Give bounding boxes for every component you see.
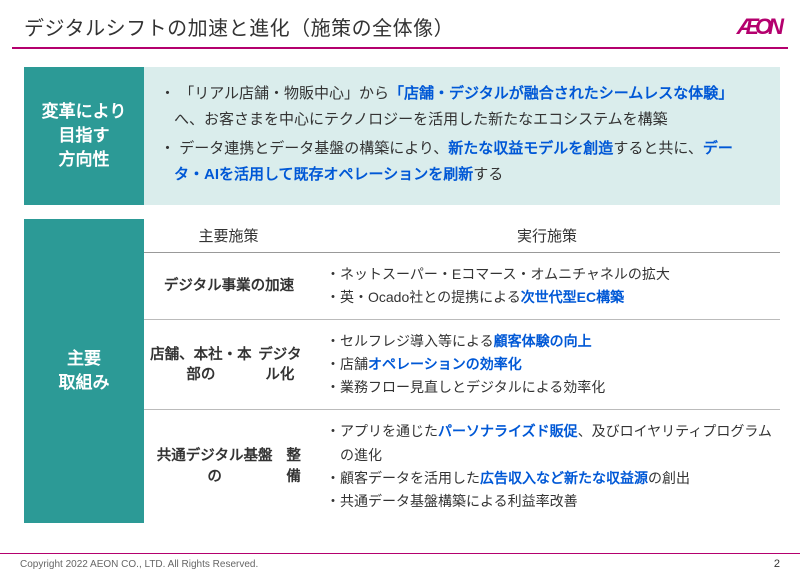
direction-label: 変革により 目指す 方向性 <box>24 67 144 205</box>
initiatives-section: 主要 取組み 主要施策 実行施策 デジタル事業の加速 ネットスーパー・Eコマース… <box>24 219 780 523</box>
initiative-name-3: 共通デジタル基盤の 整備 <box>144 410 314 522</box>
list-item: 店舗オペレーションの効率化 <box>326 353 772 376</box>
initiative-row-3: 共通デジタル基盤の 整備 アプリを通じたパーソナライズド販促、及びロイヤリティプ… <box>144 410 780 522</box>
initiative-name-1: デジタル事業の加速 <box>144 253 314 319</box>
direction-label-l3: 方向性 <box>58 150 109 169</box>
initiatives-label: 主要 取組み <box>24 219 144 523</box>
direction-bullets: 「リアル店舗・物販中心」から「店舗・デジタルが融合されたシームレスな体験」へ、お… <box>152 81 762 187</box>
list-item: 共通データ基盤構築による利益率改善 <box>326 490 772 513</box>
list-item: 顧客データを活用した広告収入など新たな収益源の創出 <box>326 467 772 490</box>
col-header-main: 主要施策 <box>144 219 314 252</box>
initiative-name-2: 店舗、本社・本部の デジタル化 <box>144 320 314 409</box>
initiatives-label-l1: 主要 <box>67 349 101 368</box>
column-headers: 主要施策 実行施策 <box>144 219 780 253</box>
header-divider <box>12 47 788 49</box>
initiative-actions-1: ネットスーパー・Eコマース・オムニチャネルの拡大 英・Ocado社との提携による… <box>314 253 780 319</box>
page-number: 2 <box>774 558 780 570</box>
initiatives-body: 主要施策 実行施策 デジタル事業の加速 ネットスーパー・Eコマース・オムニチャネ… <box>144 219 780 523</box>
direction-bullet-2: データ連携とデータ基盤の構築により、新たな収益モデルを創造すると共に、データ・A… <box>160 136 762 187</box>
direction-label-l2: 目指す <box>58 126 109 145</box>
slide-header: デジタルシフトの加速と進化（施策の全体像） ÆON <box>0 0 800 47</box>
initiatives-label-l2: 取組み <box>59 373 110 392</box>
slide-title: デジタルシフトの加速と進化（施策の全体像） <box>24 12 454 41</box>
list-item: ネットスーパー・Eコマース・オムニチャネルの拡大 <box>326 263 772 286</box>
list-item: 英・Ocado社との提携による次世代型EC構築 <box>326 286 772 309</box>
direction-label-l1: 変革により <box>42 102 127 121</box>
direction-body: 「リアル店舗・物販中心」から「店舗・デジタルが融合されたシームレスな体験」へ、お… <box>144 67 780 205</box>
content-area: 変革により 目指す 方向性 「リアル店舗・物販中心」から「店舗・デジタルが融合さ… <box>0 67 800 523</box>
list-item: セルフレジ導入等による顧客体験の向上 <box>326 330 772 353</box>
direction-section: 変革により 目指す 方向性 「リアル店舗・物販中心」から「店舗・デジタルが融合さ… <box>24 67 780 205</box>
initiative-actions-3: アプリを通じたパーソナライズド販促、及びロイヤリティプログラムの進化 顧客データ… <box>314 410 780 522</box>
slide-footer: Copyright 2022 AEON CO., LTD. All Rights… <box>0 553 800 570</box>
initiative-row-2: 店舗、本社・本部の デジタル化 セルフレジ導入等による顧客体験の向上 店舗オペレ… <box>144 320 780 410</box>
list-item: アプリを通じたパーソナライズド販促、及びロイヤリティプログラムの進化 <box>326 420 772 466</box>
direction-bullet-1: 「リアル店舗・物販中心」から「店舗・デジタルが融合されたシームレスな体験」へ、お… <box>160 81 762 132</box>
aeon-logo: ÆON <box>737 14 780 40</box>
logo-text: ÆON <box>737 14 780 39</box>
copyright-text: Copyright 2022 AEON CO., LTD. All Rights… <box>20 559 258 570</box>
initiative-row-1: デジタル事業の加速 ネットスーパー・Eコマース・オムニチャネルの拡大 英・Oca… <box>144 253 780 320</box>
initiative-actions-2: セルフレジ導入等による顧客体験の向上 店舗オペレーションの効率化 業務フロー見直… <box>314 320 780 409</box>
list-item: 業務フロー見直しとデジタルによる効率化 <box>326 376 772 399</box>
col-header-actions: 実行施策 <box>314 219 780 252</box>
